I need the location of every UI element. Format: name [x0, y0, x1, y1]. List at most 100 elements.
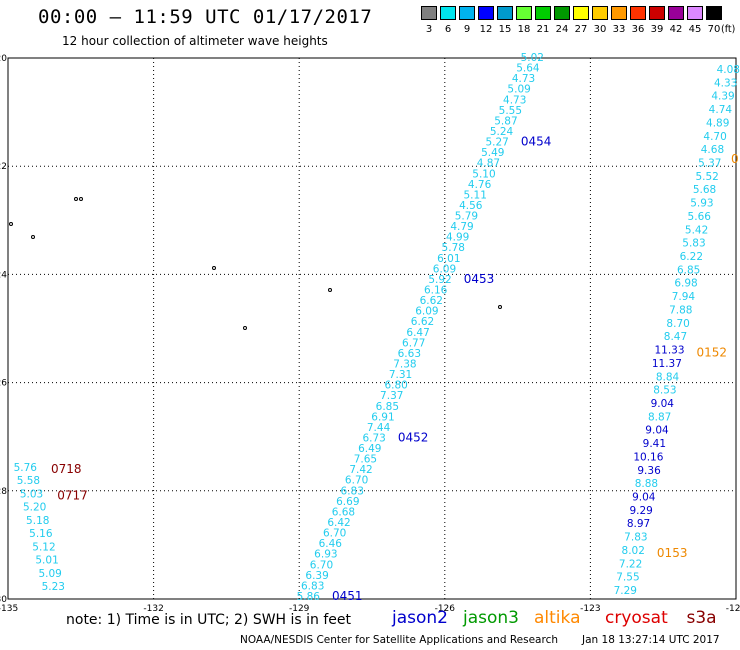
scale-label-27: 27	[574, 24, 588, 35]
left-track-swh-label: 5.76	[14, 462, 38, 474]
right-track-swh-label: 5.37	[698, 158, 721, 170]
scale-label-36: 36	[631, 24, 645, 35]
credit-line: NOAA/NESDIS Center for Satellite Applica…	[240, 634, 558, 646]
center-track-swh-label: 6.09	[415, 306, 438, 318]
center-track-swh-label: 4.79	[450, 221, 473, 233]
lon-label: -126	[435, 604, 456, 614]
lon-label: -123	[580, 604, 600, 614]
right-track-swh-label: 7.88	[669, 304, 692, 316]
right-track-swh-label: 6.98	[674, 278, 697, 290]
island-outline	[243, 326, 247, 330]
lon-label: -132	[143, 604, 163, 614]
scale-label-30: 30	[593, 24, 607, 35]
island-outline	[79, 197, 83, 201]
left-track-swh-label: 5.16	[29, 528, 53, 540]
center-track-swh-label: 5.79	[455, 211, 478, 223]
right-track-swh-label: 8.02	[622, 545, 645, 557]
satellite-jason2: jason2	[392, 608, 448, 628]
right-track-swh-label: 5.83	[682, 238, 705, 250]
center-track-swh-label: 6.73	[362, 432, 385, 444]
satellite-altika: altika	[534, 608, 581, 628]
right-track-swh-label: 8.87	[648, 411, 671, 423]
left-track-swh-label: 5.09	[38, 568, 61, 580]
center-track-swh-label: 5.78	[442, 242, 465, 254]
right-track-swh-label: 9.04	[632, 491, 656, 503]
right-track-swh-label: 7.22	[619, 558, 642, 570]
center-track-swh-label: 6.70	[310, 559, 333, 571]
scale-label-42: 42	[669, 24, 683, 35]
satellite-cryosat: cryosat	[605, 608, 668, 628]
scale-swatch-36	[630, 6, 646, 20]
center-track-swh-label: 4.99	[446, 232, 469, 244]
left-track-swh-label: 5.03	[20, 488, 43, 500]
scale-swatch-24	[554, 6, 570, 20]
center-track-swh-label: 4.73	[512, 73, 535, 85]
scale-swatch-30	[592, 6, 608, 20]
scale-label-33: 33	[612, 24, 626, 35]
center-track-swh-label: 4.87	[477, 158, 500, 170]
right-track-swh-label: 6.85	[677, 264, 700, 276]
right-track-swh-label: 5.93	[690, 198, 713, 210]
left-track-swh-label: 5.18	[26, 515, 49, 527]
map-subtitle: 12 hour collection of altimeter wave hei…	[62, 34, 328, 48]
scale-swatch-21	[535, 6, 551, 20]
lon-label: -129	[289, 604, 310, 614]
scale-swatch-27	[573, 6, 589, 20]
center-track-swh-label: 5.09	[507, 84, 530, 96]
left-track-swh-label: 5.23	[42, 581, 65, 593]
center-track-swh-label: 6.01	[437, 253, 460, 265]
center-track-time-label: 0453	[464, 272, 495, 286]
scale-swatch-39	[649, 6, 665, 20]
center-track-swh-label: 6.93	[314, 549, 337, 561]
center-track-swh-label: 5.02	[521, 52, 544, 64]
lat-label: 24	[0, 270, 7, 280]
center-track-swh-label: 5.27	[485, 137, 508, 149]
scale-label-6: 6	[444, 24, 452, 35]
satellite-jason3: jason3	[463, 608, 519, 628]
center-track-swh-label: 6.83	[341, 485, 364, 497]
left-track-time-label: 0718	[51, 462, 82, 476]
right-track-swh-label: 5.68	[693, 184, 716, 196]
right-track-time-label: 0153	[657, 546, 688, 560]
scale-swatch-15	[497, 6, 513, 20]
right-track-swh-label: 10.16	[633, 451, 663, 463]
scale-unit-label: (ft)	[721, 24, 736, 35]
scale-label-9: 9	[463, 24, 471, 35]
right-track-swh-label: 5.66	[688, 211, 712, 223]
center-track-swh-label: 6.49	[358, 443, 381, 455]
right-track-swh-label: 4.74	[709, 104, 733, 116]
scale-label-12: 12	[479, 24, 493, 35]
left-track-swh-label: 5.01	[35, 555, 58, 567]
center-track-swh-label: 5.64	[516, 63, 540, 75]
scale-swatch-9	[459, 6, 475, 20]
center-track-swh-label: 6.69	[336, 496, 359, 508]
right-track-swh-label: 9.41	[643, 438, 666, 450]
center-track-swh-label: 6.46	[319, 538, 343, 550]
right-track-swh-label: 7.55	[616, 572, 639, 584]
lat-label: 26	[0, 379, 7, 389]
right-track-swh-label: 4.08	[717, 64, 740, 76]
scale-label-15: 15	[498, 24, 512, 35]
left-track-swh-label: 5.20	[23, 502, 46, 514]
center-track-time-label: 0452	[398, 430, 429, 444]
right-edge-time-label: 0	[731, 152, 739, 166]
center-track-swh-label: 7.65	[354, 454, 377, 466]
right-track-swh-label: 4.70	[703, 131, 726, 143]
scale-label-21: 21	[536, 24, 550, 35]
center-track-swh-label: 5.24	[490, 126, 514, 138]
center-track-swh-label: 7.31	[389, 369, 412, 381]
right-track-swh-label: 4.68	[701, 144, 724, 156]
center-track-swh-label: 7.37	[380, 390, 403, 402]
center-track-swh-label: 6.47	[406, 327, 429, 339]
island-outline	[328, 288, 332, 292]
scale-label-45: 45	[688, 24, 702, 35]
lat-label: 20	[0, 54, 7, 64]
island-outline	[31, 235, 35, 239]
center-track-swh-label: 5.49	[481, 147, 504, 159]
scale-swatch-45	[687, 6, 703, 20]
lat-label: 22	[0, 162, 7, 172]
center-track-swh-label: 6.62	[420, 295, 443, 307]
right-track-swh-label: 5.52	[695, 171, 718, 183]
scale-swatch-6	[440, 6, 456, 20]
